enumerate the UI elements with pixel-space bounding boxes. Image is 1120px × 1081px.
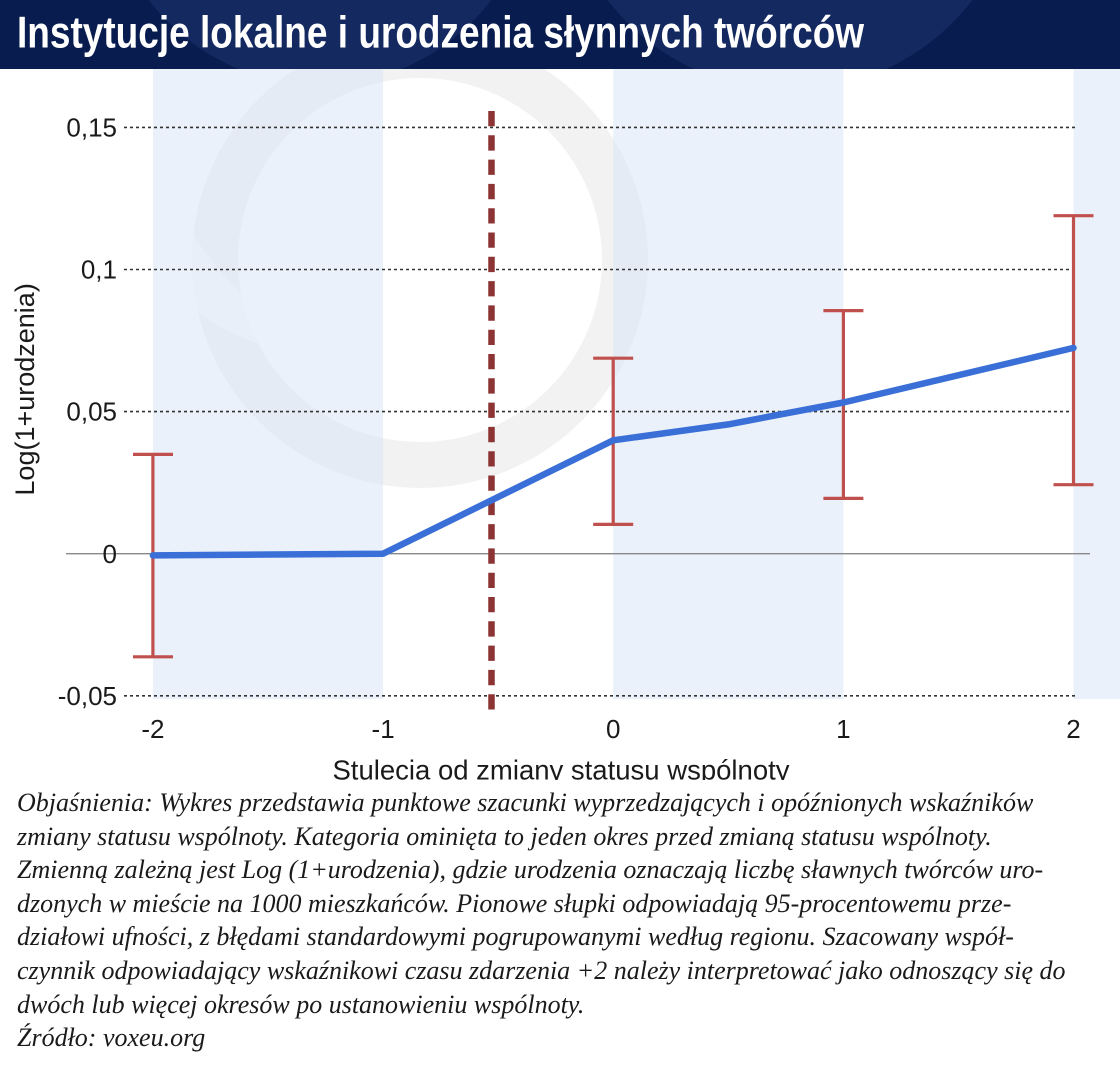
svg-text:0,05: 0,05 xyxy=(66,397,117,427)
svg-text:0: 0 xyxy=(606,714,620,744)
svg-text:0,1: 0,1 xyxy=(81,255,117,285)
svg-text:-2: -2 xyxy=(141,714,164,744)
svg-text:-1: -1 xyxy=(372,714,395,744)
svg-text:-0,05: -0,05 xyxy=(58,681,117,711)
svg-text:2: 2 xyxy=(1066,714,1080,744)
svg-text:0,15: 0,15 xyxy=(66,113,117,143)
svg-text:1: 1 xyxy=(836,714,850,744)
svg-text:Log(1+urodzenia): Log(1+urodzenia) xyxy=(10,283,40,495)
svg-text:0: 0 xyxy=(103,539,117,569)
